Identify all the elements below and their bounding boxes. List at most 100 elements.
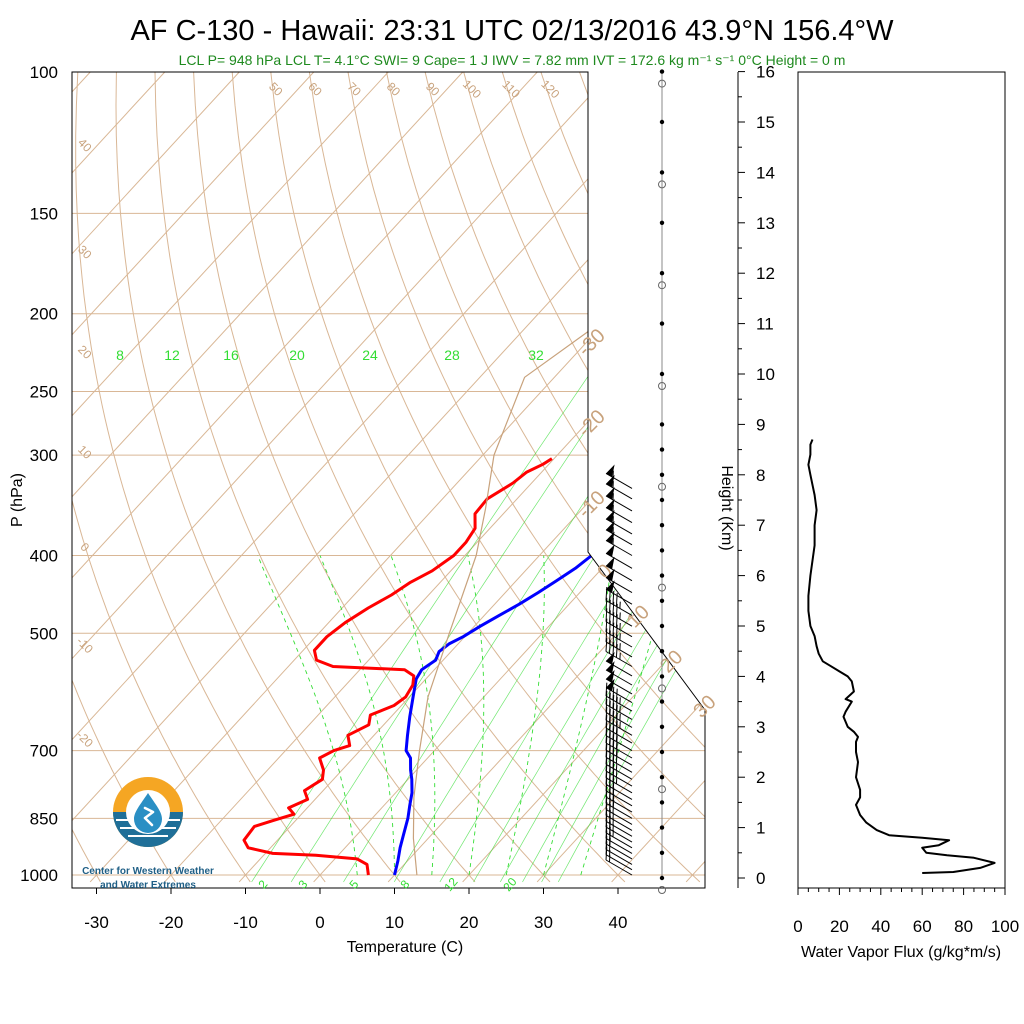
dry-adiabat xyxy=(193,72,551,883)
barb-shaft xyxy=(605,843,633,860)
pressure-tick-200: 200 xyxy=(30,305,58,324)
moist-adiabat xyxy=(467,555,485,876)
barb-full xyxy=(612,686,615,701)
chart-title: AF C-130 - Hawaii: 23:31 UTC 02/13/2016 … xyxy=(130,15,894,47)
height-tick-9: 9 xyxy=(756,415,765,434)
barb-shaft xyxy=(605,711,633,728)
height-tick-4: 4 xyxy=(756,667,765,686)
height-dot xyxy=(659,220,665,225)
temp-tick-30: 30 xyxy=(534,913,553,932)
barb-shaft xyxy=(605,742,633,759)
barb-half xyxy=(615,763,618,771)
barb-shaft xyxy=(605,599,633,616)
barb-shaft xyxy=(605,790,633,807)
dry-adiabat xyxy=(75,72,326,883)
height-dot xyxy=(659,724,665,729)
moist-adiabat xyxy=(390,555,436,876)
height-tick-0: 0 xyxy=(756,869,765,888)
wind-barb xyxy=(605,544,633,569)
isotherm xyxy=(72,72,240,883)
barb-shaft xyxy=(605,777,633,794)
barb-full xyxy=(608,640,611,654)
dry-adiabat-label: 60 xyxy=(305,79,325,99)
height-tick-13: 13 xyxy=(756,214,775,233)
height-dot xyxy=(659,875,665,881)
barb-shaft xyxy=(605,783,633,800)
wind-barb xyxy=(605,464,633,489)
dry-adiabat xyxy=(850,72,1024,882)
barb-full xyxy=(605,597,608,612)
mixing-ratio-line xyxy=(541,346,705,883)
wind-barb xyxy=(605,638,633,667)
barb-shaft xyxy=(605,631,633,648)
wind-barb xyxy=(605,618,633,648)
barb-full xyxy=(615,603,618,618)
barb-full xyxy=(605,628,608,642)
barb-half xyxy=(619,705,621,713)
barb-shaft xyxy=(605,641,633,658)
barb-flag xyxy=(606,568,615,582)
pressure-tick-850: 850 xyxy=(30,809,58,828)
dry-adiabat xyxy=(888,72,1024,882)
isotherm xyxy=(536,72,705,883)
dry-adiabat xyxy=(72,72,176,883)
barb-half xyxy=(612,537,614,545)
barb-full xyxy=(612,601,615,616)
left-edge-label: 20 xyxy=(75,342,95,362)
pressure-tick-300: 300 xyxy=(30,446,58,465)
barb-half xyxy=(619,612,621,620)
barb-shaft xyxy=(605,763,633,780)
barb-half xyxy=(619,601,621,609)
dry-adiabat xyxy=(811,72,1024,882)
barb-shaft xyxy=(605,610,633,627)
barb-half xyxy=(615,770,618,778)
left-edge-label: 40 xyxy=(75,135,95,155)
barb-full xyxy=(608,630,611,644)
barb-half xyxy=(612,527,614,534)
flux-tick-100: 100 xyxy=(991,917,1019,936)
barb-shaft xyxy=(605,796,633,813)
barb-full xyxy=(615,688,618,703)
wind-barb xyxy=(605,498,633,524)
mixing-ratio-label-top: 24 xyxy=(362,347,378,363)
barb-shaft xyxy=(605,832,633,849)
height-dot xyxy=(659,674,665,679)
wind-barb xyxy=(605,531,633,556)
temp-tick-10: 10 xyxy=(385,913,404,932)
barb-shaft xyxy=(605,859,633,876)
height-dot xyxy=(659,775,665,780)
height-tick-2: 2 xyxy=(756,768,765,787)
height-tick-14: 14 xyxy=(756,163,775,182)
barb-half xyxy=(619,633,621,641)
barb-full xyxy=(608,620,611,635)
barb-half xyxy=(612,493,614,500)
height-tick-8: 8 xyxy=(756,466,765,485)
barb-flag xyxy=(606,498,615,512)
pressure-tick-250: 250 xyxy=(30,383,58,402)
barb-shaft xyxy=(605,756,633,773)
dry-adiabat xyxy=(386,72,705,883)
flux-tick-60: 60 xyxy=(913,917,932,936)
height-circle xyxy=(658,281,666,290)
height-circle xyxy=(658,482,666,491)
height-circle xyxy=(658,382,666,390)
dry-adiabat xyxy=(231,72,626,883)
height-dot xyxy=(659,649,665,654)
height-dot xyxy=(659,548,665,553)
mixing-ratio-label-bottom: 20 xyxy=(500,875,520,894)
height-dot xyxy=(659,472,665,477)
flux-tick-0: 0 xyxy=(793,917,802,936)
barb-shaft xyxy=(605,820,633,837)
barb-shaft xyxy=(605,854,633,871)
isotherm xyxy=(164,72,705,883)
dry-adiabat xyxy=(734,72,1024,882)
wind-barb xyxy=(605,608,633,638)
wind-barbs xyxy=(605,69,666,894)
barb-full xyxy=(612,642,615,656)
height-tick-3: 3 xyxy=(756,718,765,737)
skewt-ylabel: P (hPa) xyxy=(9,473,26,527)
barb-shaft xyxy=(605,703,633,720)
wind-barb xyxy=(605,474,633,500)
